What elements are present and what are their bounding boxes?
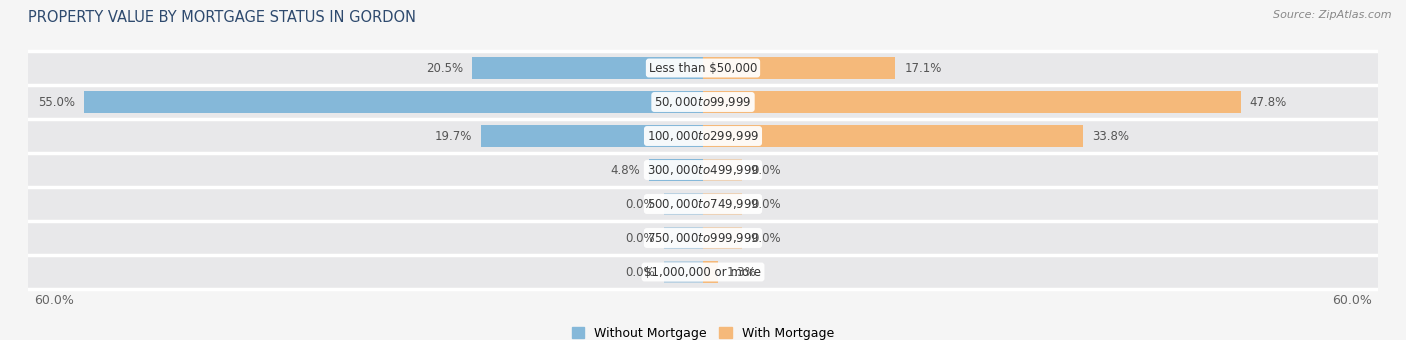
Text: $1,000,000 or more: $1,000,000 or more xyxy=(644,266,762,278)
Bar xyxy=(664,193,703,215)
Bar xyxy=(28,187,1378,221)
Text: 0.0%: 0.0% xyxy=(626,232,655,244)
Bar xyxy=(664,227,703,249)
Text: Source: ZipAtlas.com: Source: ZipAtlas.com xyxy=(1274,10,1392,20)
Text: 60.0%: 60.0% xyxy=(1333,294,1372,307)
Text: 19.7%: 19.7% xyxy=(434,130,472,142)
Bar xyxy=(481,125,703,147)
Bar xyxy=(703,125,1083,147)
Text: Less than $50,000: Less than $50,000 xyxy=(648,62,758,74)
Bar xyxy=(28,85,1378,119)
Text: $50,000 to $99,999: $50,000 to $99,999 xyxy=(654,95,752,109)
Text: 33.8%: 33.8% xyxy=(1092,130,1129,142)
Text: 0.0%: 0.0% xyxy=(626,198,655,210)
Text: 55.0%: 55.0% xyxy=(38,96,76,108)
Text: 17.1%: 17.1% xyxy=(904,62,942,74)
Text: 0.0%: 0.0% xyxy=(751,232,780,244)
Text: 20.5%: 20.5% xyxy=(426,62,464,74)
Text: 0.0%: 0.0% xyxy=(626,266,655,278)
Text: 0.0%: 0.0% xyxy=(751,198,780,210)
Bar xyxy=(703,261,717,283)
Text: $300,000 to $499,999: $300,000 to $499,999 xyxy=(647,163,759,177)
Bar xyxy=(84,91,703,113)
Text: $100,000 to $299,999: $100,000 to $299,999 xyxy=(647,129,759,143)
Text: 47.8%: 47.8% xyxy=(1250,96,1286,108)
Bar xyxy=(28,153,1378,187)
Bar xyxy=(28,221,1378,255)
Bar xyxy=(703,91,1240,113)
Bar xyxy=(703,159,742,181)
Bar xyxy=(703,57,896,79)
Bar xyxy=(472,57,703,79)
Text: PROPERTY VALUE BY MORTGAGE STATUS IN GORDON: PROPERTY VALUE BY MORTGAGE STATUS IN GOR… xyxy=(28,10,416,25)
Text: $750,000 to $999,999: $750,000 to $999,999 xyxy=(647,231,759,245)
Text: 1.3%: 1.3% xyxy=(727,266,756,278)
Text: $500,000 to $749,999: $500,000 to $749,999 xyxy=(647,197,759,211)
Bar xyxy=(28,119,1378,153)
Text: 4.8%: 4.8% xyxy=(610,164,640,176)
Bar xyxy=(703,227,742,249)
Bar xyxy=(28,255,1378,289)
Bar xyxy=(28,51,1378,85)
Legend: Without Mortgage, With Mortgage: Without Mortgage, With Mortgage xyxy=(567,322,839,340)
Bar xyxy=(650,159,703,181)
Bar xyxy=(664,261,703,283)
Text: 0.0%: 0.0% xyxy=(751,164,780,176)
Bar xyxy=(703,193,742,215)
Text: 60.0%: 60.0% xyxy=(34,294,73,307)
